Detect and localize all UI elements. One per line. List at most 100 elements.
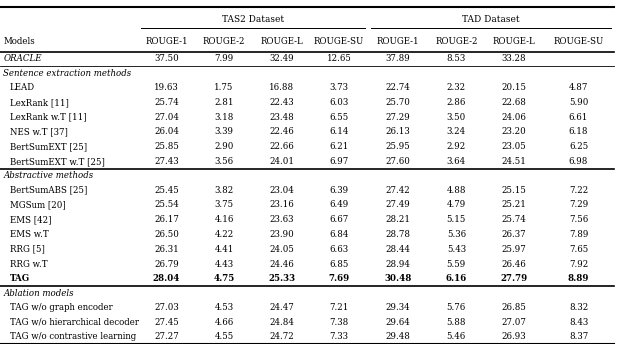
Text: MGSum [20]: MGSum [20] [10,200,65,209]
Text: Ablation models: Ablation models [3,289,74,298]
Text: 6.21: 6.21 [330,142,349,151]
Text: 23.04: 23.04 [269,185,294,195]
Text: 32.49: 32.49 [269,54,294,64]
Text: BertSumABS [25]: BertSumABS [25] [10,185,87,195]
Text: 25.33: 25.33 [268,274,295,283]
Text: 25.74: 25.74 [154,98,179,107]
Text: 23.63: 23.63 [269,215,294,224]
Text: 6.18: 6.18 [569,127,588,137]
Text: 16.88: 16.88 [269,83,294,92]
Text: 2.90: 2.90 [214,142,234,151]
Text: 6.03: 6.03 [330,98,349,107]
Text: 6.55: 6.55 [330,112,349,122]
Text: 26.46: 26.46 [502,259,526,269]
Text: 28.21: 28.21 [385,215,410,224]
Text: 7.22: 7.22 [569,185,588,195]
Text: 23.05: 23.05 [502,142,526,151]
Text: 24.51: 24.51 [502,157,526,166]
Text: 5.76: 5.76 [447,303,466,312]
Text: TAG w/o graph encoder: TAG w/o graph encoder [10,303,113,312]
Text: 6.25: 6.25 [569,142,588,151]
Text: 28.78: 28.78 [385,230,410,239]
Text: 5.36: 5.36 [447,230,466,239]
Text: 4.53: 4.53 [214,303,234,312]
Text: 27.27: 27.27 [154,332,179,342]
Text: 26.79: 26.79 [154,259,179,269]
Text: 6.63: 6.63 [330,245,349,254]
Text: 7.29: 7.29 [569,200,588,209]
Text: 27.60: 27.60 [385,157,410,166]
Text: 25.15: 25.15 [502,185,526,195]
Text: ROUGE-1: ROUGE-1 [376,37,419,46]
Text: 6.97: 6.97 [330,157,349,166]
Text: 25.74: 25.74 [502,215,526,224]
Text: 7.56: 7.56 [569,215,588,224]
Text: 27.45: 27.45 [154,318,179,327]
Text: 6.39: 6.39 [330,185,349,195]
Text: 8.53: 8.53 [447,54,466,64]
Text: 6.98: 6.98 [569,157,588,166]
Text: 6.49: 6.49 [330,200,349,209]
Text: ROUGE-L: ROUGE-L [260,37,303,46]
Text: 27.04: 27.04 [154,112,179,122]
Text: LexRank [11]: LexRank [11] [10,98,68,107]
Text: LEAD: LEAD [10,83,35,92]
Text: EMS [42]: EMS [42] [10,215,51,224]
Text: 4.75: 4.75 [213,274,235,283]
Text: 4.55: 4.55 [214,332,234,342]
Text: 5.15: 5.15 [447,215,466,224]
Text: 37.89: 37.89 [385,54,410,64]
Text: 26.13: 26.13 [385,127,410,137]
Text: 19.63: 19.63 [154,83,179,92]
Text: 3.24: 3.24 [447,127,466,137]
Text: 20.15: 20.15 [501,83,527,92]
Text: 6.61: 6.61 [569,112,588,122]
Text: 24.72: 24.72 [269,332,294,342]
Text: 6.85: 6.85 [330,259,349,269]
Text: BertSumEXT w.T [25]: BertSumEXT w.T [25] [10,157,104,166]
Text: 24.47: 24.47 [269,303,294,312]
Text: 7.33: 7.33 [330,332,349,342]
Text: ROUGE-SU: ROUGE-SU [554,37,604,46]
Text: 26.17: 26.17 [154,215,179,224]
Text: 5.90: 5.90 [569,98,588,107]
Text: 26.85: 26.85 [502,303,526,312]
Text: 26.31: 26.31 [154,245,179,254]
Text: 22.68: 22.68 [502,98,526,107]
Text: 26.04: 26.04 [154,127,179,137]
Text: 1.75: 1.75 [214,83,234,92]
Text: 28.04: 28.04 [153,274,180,283]
Text: 12.65: 12.65 [327,54,351,64]
Text: 30.48: 30.48 [384,274,412,283]
Text: ROUGE-SU: ROUGE-SU [314,37,364,46]
Text: 6.14: 6.14 [330,127,349,137]
Text: 8.89: 8.89 [568,274,589,283]
Text: 4.79: 4.79 [447,200,466,209]
Text: RRG w.T: RRG w.T [10,259,47,269]
Text: 3.56: 3.56 [214,157,234,166]
Text: TAG w/o contrastive learning: TAG w/o contrastive learning [10,332,136,342]
Text: 28.44: 28.44 [385,245,410,254]
Text: 23.48: 23.48 [269,112,294,122]
Text: 7.89: 7.89 [569,230,588,239]
Text: 25.95: 25.95 [385,142,410,151]
Text: 7.38: 7.38 [330,318,349,327]
Text: 3.50: 3.50 [447,112,466,122]
Text: 4.87: 4.87 [569,83,588,92]
Text: ORACLE: ORACLE [3,54,42,64]
Text: 4.41: 4.41 [214,245,234,254]
Text: 24.06: 24.06 [502,112,526,122]
Text: LexRank w.T [11]: LexRank w.T [11] [10,112,86,122]
Text: 4.43: 4.43 [214,259,234,269]
Text: 24.84: 24.84 [269,318,294,327]
Text: 23.90: 23.90 [269,230,294,239]
Text: RRG [5]: RRG [5] [10,245,44,254]
Text: Models: Models [3,37,35,46]
Text: 5.88: 5.88 [447,318,466,327]
Text: 8.43: 8.43 [569,318,588,327]
Text: 5.59: 5.59 [447,259,466,269]
Text: 4.16: 4.16 [214,215,234,224]
Text: 26.50: 26.50 [154,230,179,239]
Text: 25.45: 25.45 [154,185,179,195]
Text: 6.67: 6.67 [330,215,349,224]
